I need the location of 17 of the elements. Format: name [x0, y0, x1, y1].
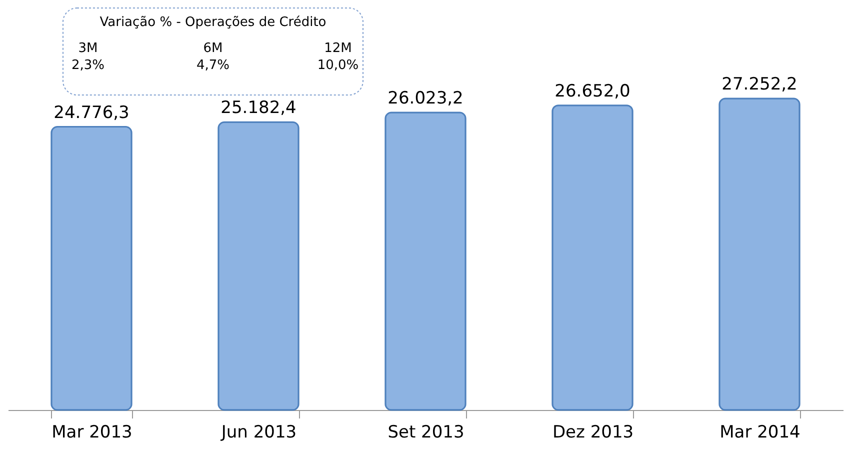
- x-tick-label: Set 2013: [388, 422, 464, 442]
- data-label: 24.776,3: [54, 102, 130, 123]
- text: 4,7%: [196, 58, 230, 73]
- text: 10,0%: [317, 58, 359, 73]
- x-tick-label: Dez 2013: [552, 422, 634, 442]
- data-label: 26.652,0: [554, 81, 630, 102]
- text: Variação % - Operações de Crédito: [100, 15, 326, 30]
- data-label: 27.252,2: [722, 74, 798, 94]
- x-tick-label: Mar 2014: [720, 422, 800, 442]
- text: 12M: [324, 41, 352, 56]
- text: 6M: [203, 41, 223, 56]
- data-label: 26.023,2: [388, 88, 464, 109]
- text: 3M: [78, 41, 98, 56]
- data-label: 25.182,4: [220, 98, 296, 118]
- x-tick-label: Jun 2013: [220, 422, 297, 442]
- text: 2,3%: [71, 58, 105, 73]
- x-tick-label: Mar 2013: [52, 422, 132, 442]
